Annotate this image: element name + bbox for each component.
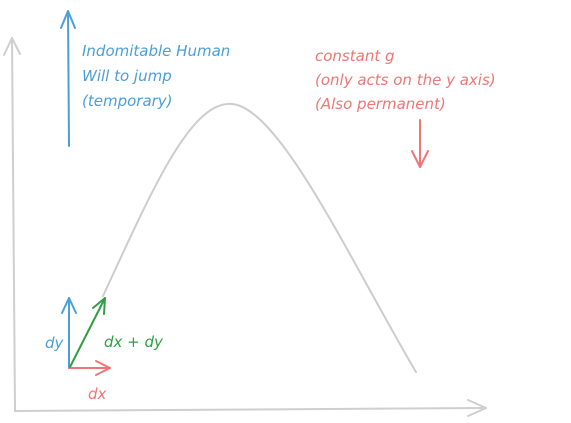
- jump-force-line-3: (temporary): [82, 92, 173, 110]
- dxdy-label: dx + dy: [104, 333, 164, 351]
- gravity-arrow: [411, 119, 429, 168]
- dx-arrow: [68, 360, 111, 376]
- gravity-line-2: (only acts on the y axis): [315, 71, 496, 89]
- dy-arrow: [61, 297, 77, 369]
- jump-force-line-2: Will to jump: [82, 67, 172, 85]
- dy-label: dy: [45, 334, 65, 352]
- gravity-line-1: constant g: [315, 47, 395, 65]
- jump-force-arrow: [60, 10, 76, 147]
- trajectory-curve: [102, 102, 417, 373]
- dx-label: dx: [88, 385, 107, 403]
- dxdy-arrow: [69, 297, 106, 368]
- gravity-label: constant g (only acts on the y axis) (Al…: [315, 47, 500, 113]
- gravity-line-3: (Also permanent): [315, 95, 446, 113]
- x-axis: [14, 399, 487, 417]
- jump-force-line-1: Indomitable Human: [82, 42, 230, 60]
- jump-force-label: Indomitable Human Will to jump (temporar…: [82, 42, 235, 110]
- y-axis: [3, 37, 21, 411]
